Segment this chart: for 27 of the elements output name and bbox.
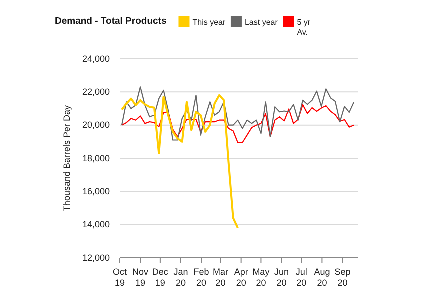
x-tick-label: Aug 20 [314,267,330,288]
line-series [120,94,240,230]
y-tick-label: 18,000 [82,153,110,164]
y-axis-title: Thousand Barrels Per Day [62,104,72,212]
y-tick-label: 14,000 [82,220,110,230]
x-tick-label: Jan 20 [174,267,188,288]
x-tick-label: Mar 20 [213,267,229,288]
x-tick-label: Dec 19 [152,267,169,288]
x-tick-label: Feb 20 [194,267,210,288]
line-series [121,104,355,144]
y-tick-label: 20,000 [82,120,110,130]
legend-label: Last year [244,18,278,27]
x-tick-label: Jun 20 [274,267,290,288]
y-tick-label: 22,000 [82,87,110,98]
y-tick-label: 16,000 [82,186,110,197]
x-tick-label: May 20 [252,267,270,288]
y-tick-label: 12,000 [82,252,110,263]
y-tick-label: 24,000 [82,54,110,64]
x-tick-label: Sep 20 [334,267,351,288]
x-tick-label: Apr 20 [234,267,248,288]
x-tick-label: Jul 20 [296,267,308,288]
legend-label: 5 yr Av. [297,18,311,37]
legend-label: This year [192,18,226,27]
chart-title: Demand - Total Products [55,16,167,27]
line-series [121,86,355,141]
x-tick-label: Nov 19 [132,267,150,288]
x-tick-label: Oct 19 [112,267,128,288]
